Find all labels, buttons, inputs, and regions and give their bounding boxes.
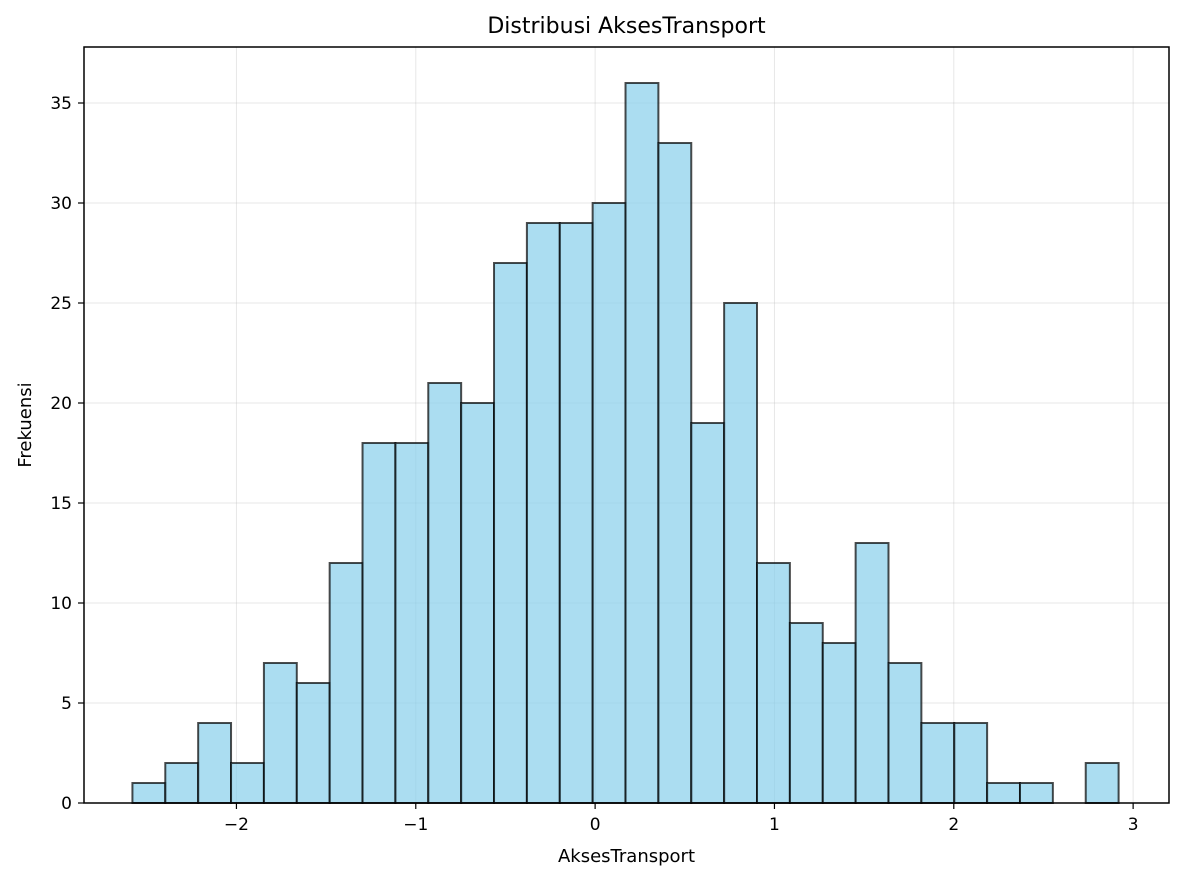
- histogram-bar: [525, 222, 561, 804]
- x-tick-label: −1: [403, 815, 428, 835]
- histogram-bar: [986, 782, 1021, 804]
- histogram-bar: [427, 382, 463, 804]
- y-tick-label: 20: [50, 394, 72, 414]
- y-tick-label: 30: [50, 194, 72, 214]
- x-axis-title: AksesTransport: [558, 846, 695, 867]
- histogram-bar: [920, 722, 956, 804]
- y-tick-label: 25: [50, 294, 72, 314]
- x-tick-label: 0: [590, 815, 601, 835]
- histogram-bar: [493, 262, 528, 804]
- histogram-bar: [953, 722, 989, 804]
- histogram-bar: [164, 762, 200, 804]
- histogram-bar: [558, 222, 594, 804]
- histogram-bar: [690, 422, 726, 804]
- x-tick-label: 3: [1128, 815, 1139, 835]
- chart-title: Distribusi AksesTransport: [487, 14, 766, 39]
- histogram-bar: [295, 682, 331, 804]
- histogram-bar: [460, 402, 496, 804]
- y-tick-label: 5: [61, 694, 72, 714]
- histogram-bar: [262, 662, 298, 804]
- histogram-bar: [657, 142, 693, 804]
- histogram-bar: [788, 622, 824, 804]
- histogram-bar: [394, 442, 430, 804]
- histogram-bar: [230, 762, 265, 804]
- y-tick-label: 35: [50, 94, 72, 114]
- histogram-bar: [1018, 782, 1054, 804]
- histogram-bars: [131, 82, 1120, 804]
- y-tick-label: 10: [50, 594, 72, 614]
- histogram-bar: [328, 562, 364, 804]
- y-axis-title: Frekuensi: [15, 382, 36, 467]
- x-tick-label: 2: [948, 815, 959, 835]
- histogram-bar: [1084, 762, 1120, 804]
- histogram-bar: [591, 202, 627, 804]
- histogram-bar: [821, 642, 857, 804]
- histogram-bar: [624, 82, 660, 804]
- histogram-bar: [197, 722, 233, 804]
- histogram-bar: [756, 562, 791, 804]
- histogram-bar: [131, 782, 167, 804]
- histogram-bar: [854, 542, 890, 804]
- y-tick-label: 15: [50, 494, 72, 514]
- x-tick-label: −2: [224, 815, 249, 835]
- histogram-bar: [361, 442, 397, 804]
- y-tick-label: 0: [61, 794, 72, 814]
- plot-frame: [83, 46, 1170, 804]
- histogram-bar: [723, 302, 759, 804]
- x-tick-label: 1: [769, 815, 780, 835]
- histogram-bar: [887, 662, 923, 804]
